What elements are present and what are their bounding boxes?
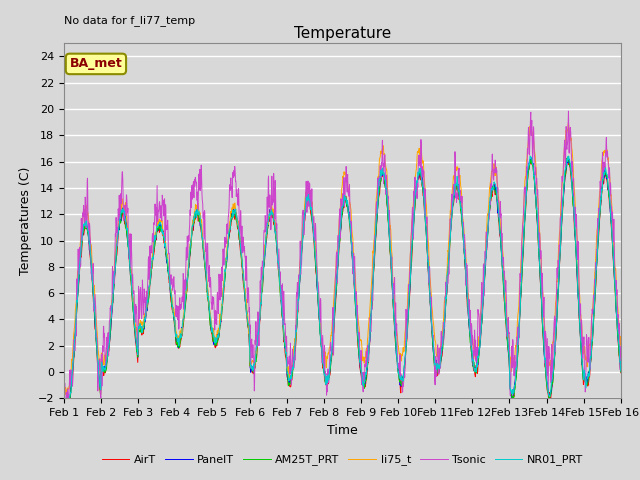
Tsonic: [216, 285, 223, 290]
li75_t: [584, 358, 591, 363]
AM25T_PRT: [568, 180, 576, 186]
Line: AirT: AirT: [64, 158, 621, 412]
Tsonic: [371, 233, 379, 239]
Tsonic: [568, 168, 576, 174]
AirT: [564, 155, 572, 161]
Y-axis label: Temperatures (C): Temperatures (C): [19, 167, 32, 275]
NR01_PRT: [568, 184, 576, 190]
PanelT: [359, 375, 367, 381]
NR01_PRT: [617, 368, 625, 374]
AM25T_PRT: [504, 347, 512, 353]
li75_t: [61, 392, 69, 397]
Line: NR01_PRT: NR01_PRT: [64, 156, 621, 409]
AirT: [504, 349, 512, 355]
Line: li75_t: li75_t: [64, 123, 621, 395]
AirT: [371, 252, 379, 257]
Line: Tsonic: Tsonic: [64, 111, 621, 417]
li75_t: [216, 319, 223, 325]
NR01_PRT: [62, 406, 70, 412]
Tsonic: [617, 344, 625, 349]
Text: BA_met: BA_met: [70, 58, 122, 71]
PanelT: [584, 380, 591, 386]
NR01_PRT: [371, 250, 379, 255]
AirT: [617, 370, 625, 376]
li75_t: [564, 120, 572, 126]
AM25T_PRT: [63, 407, 70, 413]
Tsonic: [584, 348, 591, 354]
li75_t: [359, 354, 367, 360]
NR01_PRT: [216, 325, 223, 331]
li75_t: [371, 225, 379, 231]
Legend: AirT, PanelT, AM25T_PRT, li75_t, Tsonic, NR01_PRT: AirT, PanelT, AM25T_PRT, li75_t, Tsonic,…: [97, 450, 588, 470]
AirT: [216, 329, 223, 335]
AM25T_PRT: [60, 384, 68, 390]
AirT: [568, 181, 576, 187]
li75_t: [60, 378, 68, 384]
AM25T_PRT: [371, 245, 379, 251]
X-axis label: Time: Time: [327, 424, 358, 437]
Tsonic: [564, 108, 572, 114]
NR01_PRT: [60, 389, 68, 395]
Text: No data for f_li77_temp: No data for f_li77_temp: [64, 15, 195, 26]
NR01_PRT: [504, 344, 512, 349]
Tsonic: [62, 414, 70, 420]
PanelT: [216, 326, 223, 332]
PanelT: [568, 183, 576, 189]
PanelT: [371, 245, 379, 251]
PanelT: [60, 386, 68, 392]
AM25T_PRT: [584, 381, 591, 387]
AirT: [60, 388, 68, 394]
AM25T_PRT: [564, 154, 572, 160]
AirT: [584, 381, 591, 386]
AirT: [63, 409, 71, 415]
Line: AM25T_PRT: AM25T_PRT: [64, 157, 621, 410]
NR01_PRT: [527, 153, 534, 159]
Line: PanelT: PanelT: [64, 158, 621, 410]
Tsonic: [60, 375, 68, 381]
li75_t: [617, 345, 625, 351]
li75_t: [504, 332, 512, 338]
PanelT: [528, 156, 536, 161]
AM25T_PRT: [216, 327, 223, 333]
PanelT: [504, 349, 512, 355]
Title: Temperature: Temperature: [294, 25, 391, 41]
li75_t: [568, 147, 576, 153]
NR01_PRT: [359, 380, 367, 386]
PanelT: [63, 408, 70, 413]
PanelT: [617, 365, 625, 371]
AirT: [359, 380, 367, 386]
AM25T_PRT: [617, 369, 625, 375]
Tsonic: [359, 370, 367, 375]
Tsonic: [504, 314, 512, 320]
NR01_PRT: [584, 374, 591, 380]
AM25T_PRT: [359, 379, 367, 384]
